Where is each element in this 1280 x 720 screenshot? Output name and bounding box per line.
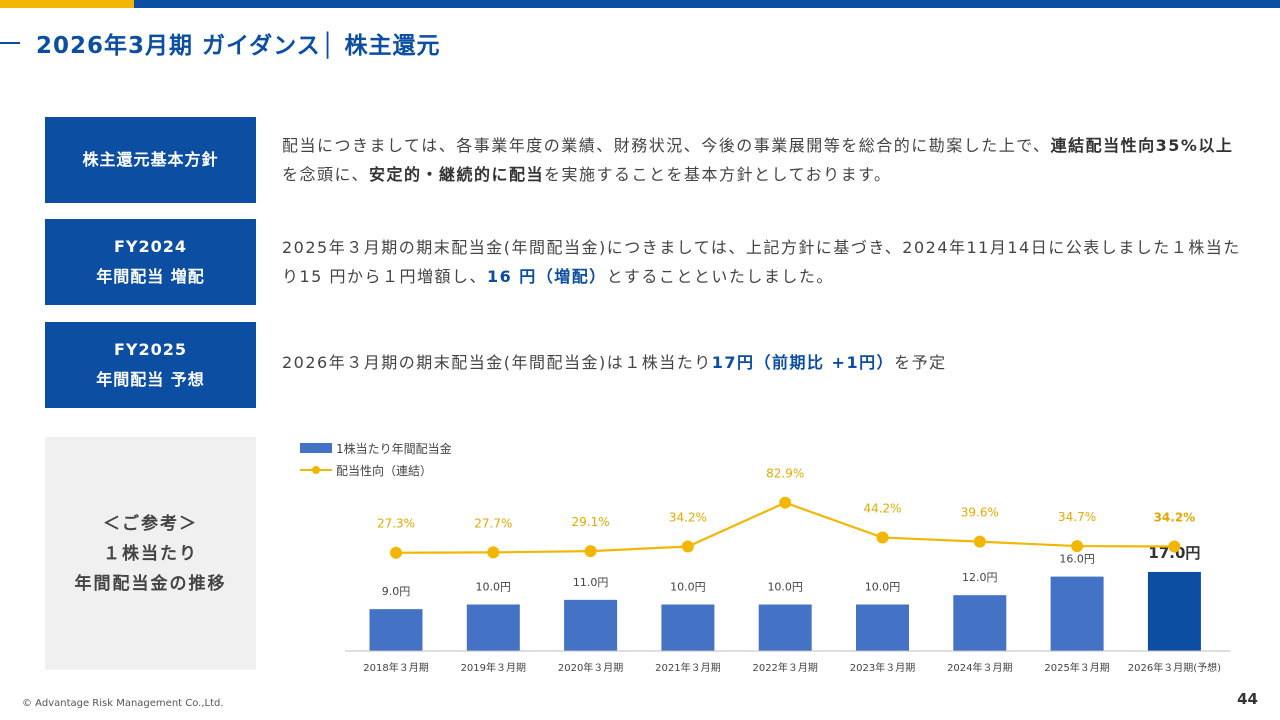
fy2024-text-part: とすることといたしました。: [606, 267, 834, 286]
fy2024-text-part: 2025年３月期の期末配当金(年間配当金)につきましては、上記方針に基づき、20…: [282, 238, 1241, 286]
x-tick-label-6: 2024年３月期: [947, 661, 1012, 674]
top-bar-accent: [0, 0, 134, 8]
bar-5: [856, 604, 909, 651]
fy2025-text-part: を予定: [894, 353, 947, 372]
fy2024-label-box: FY2024 年間配当 増配: [45, 219, 256, 305]
bar-label-4: 10.0円: [767, 581, 803, 594]
line-label-0: 27.3%: [377, 517, 415, 531]
fy2025-label-line1: FY2025: [113, 340, 188, 359]
title-dash: [0, 42, 20, 44]
policy-text-bold: 連結配当性向35%以上: [1050, 136, 1234, 155]
reference-box: ＜ご参考＞ １株当たり 年間配当金の推移: [45, 437, 256, 670]
bar-label-6: 12.0円: [962, 571, 998, 584]
fy2024-text-highlight: 16 円（増配）: [486, 267, 607, 286]
policy-text-bold: 安定的・継続的に配当: [369, 165, 545, 184]
page-title: 2026年3月期 ガイダンス│ 株主還元: [36, 33, 441, 59]
x-tick-label-5: 2023年３月期: [850, 661, 915, 674]
legend-line-marker: [312, 466, 320, 474]
bar-7: [1050, 576, 1104, 651]
line-label-6: 39.6%: [961, 506, 999, 520]
policy-label: 株主還元基本方針: [82, 150, 219, 169]
fy2024-label-line2: 年間配当 増配: [96, 267, 205, 286]
line-label-5: 44.2%: [863, 502, 901, 516]
x-tick-label-2: 2020年３月期: [558, 661, 623, 674]
policy-label-box: 株主還元基本方針: [45, 117, 256, 203]
bar-2: [564, 599, 618, 651]
bar-6: [953, 595, 1007, 651]
fy2025-text-highlight: 17円（前期比 +1円）: [711, 353, 895, 372]
line-label-8: 34.2%: [1154, 511, 1196, 525]
reference-line2: １株当たり: [103, 543, 198, 564]
page-number: 44: [1237, 690, 1258, 708]
legend-line-label: 配当性向（連結）: [336, 463, 432, 478]
bar-1: [466, 604, 520, 651]
line-label-7: 34.7%: [1058, 510, 1096, 524]
line-label-4: 82.9%: [766, 467, 804, 481]
line-point-6: [973, 535, 986, 548]
fy2024-text: 2025年３月期の期末配当金(年間配当金)につきましては、上記方針に基づき、20…: [282, 233, 1242, 291]
x-tick-label-8: 2026年３月期(予想): [1128, 661, 1221, 674]
bar-label-8: 17.0円: [1148, 544, 1200, 562]
line-point-3: [681, 540, 694, 553]
line-label-2: 29.1%: [572, 515, 610, 529]
line-point-8: [1168, 540, 1181, 553]
top-bar: [0, 0, 1280, 8]
policy-text-part: 配当につきましては、各事業年度の業績、財務状況、今後の事業展開等を総合的に勘案し…: [282, 136, 1051, 155]
bar-8: [1147, 571, 1201, 651]
line-point-7: [1071, 540, 1084, 553]
fy2024-label-line1: FY2024: [113, 237, 188, 256]
bar-label-1: 10.0円: [476, 581, 512, 594]
bar-0: [369, 609, 423, 651]
fy2025-label-line2: 年間配当 予想: [96, 370, 205, 389]
line-point-2: [584, 545, 597, 558]
bar-3: [661, 604, 715, 651]
x-tick-label-0: 2018年３月期: [363, 661, 428, 674]
copyright: © Advantage Risk Management Co.,Ltd.: [22, 698, 224, 709]
bar-label-3: 10.0円: [670, 581, 706, 594]
reference-line3: 年間配当金の推移: [74, 573, 227, 594]
bar-label-7: 16.0円: [1059, 553, 1095, 566]
x-tick-label-3: 2021年３月期: [655, 661, 720, 674]
legend-bar-swatch: [300, 443, 332, 453]
x-tick-label-4: 2022年３月期: [752, 661, 817, 674]
legend-bar-label: 1株当たり年間配当金: [336, 441, 452, 456]
x-tick-label-7: 2025年３月期: [1044, 661, 1109, 674]
fy2025-text-part: 2026年３月期の期末配当金(年間配当金)は１株当たり: [282, 353, 712, 372]
line-point-5: [876, 531, 889, 544]
line-point-0: [390, 546, 402, 559]
policy-text-part: を実施することを基本方針としております。: [544, 165, 892, 184]
bar-label-0: 9.0円: [382, 585, 411, 598]
policy-text-part: を念頭に、: [282, 165, 370, 184]
x-tick-label-1: 2019年３月期: [461, 661, 526, 674]
line-label-1: 27.7%: [474, 516, 512, 530]
reference-line1: ＜ご参考＞: [103, 513, 198, 534]
bar-4: [758, 604, 812, 651]
fy2025-label-box: FY2025 年間配当 予想: [45, 322, 256, 408]
bar-label-5: 10.0円: [865, 581, 901, 594]
line-label-3: 34.2%: [669, 511, 707, 525]
fy2025-text: 2026年３月期の期末配当金(年間配当金)は１株当たり17円（前期比 +1円）を…: [282, 348, 1242, 377]
policy-text: 配当につきましては、各事業年度の業績、財務状況、今後の事業展開等を総合的に勘案し…: [282, 131, 1242, 189]
bar-label-2: 11.0円: [573, 576, 609, 589]
line-point-4: [779, 496, 792, 509]
line-point-1: [487, 546, 500, 559]
